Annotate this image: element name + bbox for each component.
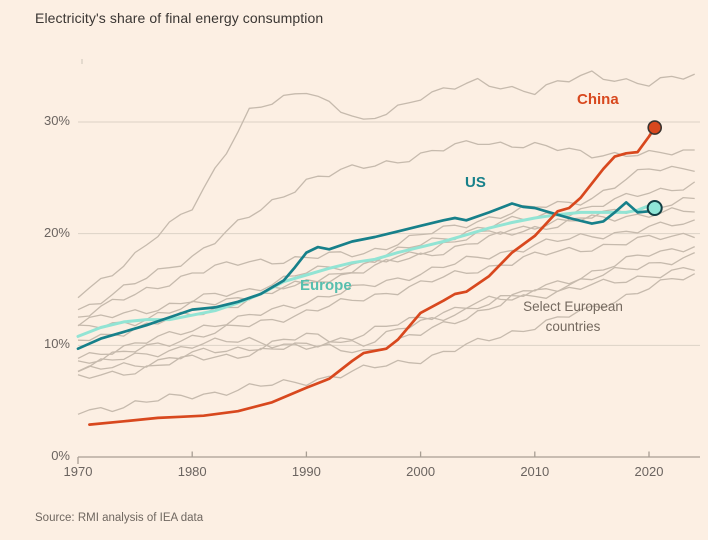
gray-country-line [77,273,696,415]
x-tick-label-1980: 1980 [177,464,207,479]
annotation-line-1: Select European [523,299,623,314]
source-note: Source: RMI analysis of IEA data [35,512,204,524]
gray-country-line [77,232,695,364]
annotation-select-european-countries: Select European countries [489,297,657,337]
y-tick-label-10: 10% [43,336,70,352]
gray-country-line [77,140,695,311]
china-line [88,126,657,426]
x-tick-label-1970: 1970 [63,464,93,479]
x-tick-label-1990: 1990 [291,464,321,479]
gray-country-line [77,196,695,329]
series-label-china: China [577,91,619,108]
europe-line [76,204,657,338]
series-label-europe: Europe [300,277,352,294]
gray-country-line [77,266,695,379]
x-tick-label-2020: 2020 [634,464,664,479]
gray-country-line [77,219,695,359]
us-europe-endpoint-marker [646,199,663,216]
gray-country-line [77,70,695,299]
y-tick-label-30: 30% [43,112,70,128]
x-tick-label-2000: 2000 [406,464,436,479]
y-tick-label-0: 0% [51,448,70,463]
gray-country-line [77,165,695,318]
annotation-line-2: countries [545,319,601,334]
gray-country-line [77,252,695,372]
x-tick-label-2010: 2010 [520,464,550,479]
chart-title: Electricity's share of final energy cons… [35,10,324,26]
china-endpoint-marker [647,120,663,135]
series-label-us: US [465,174,486,191]
us-line [76,201,657,351]
y-tick-label-20: 20% [43,224,70,240]
